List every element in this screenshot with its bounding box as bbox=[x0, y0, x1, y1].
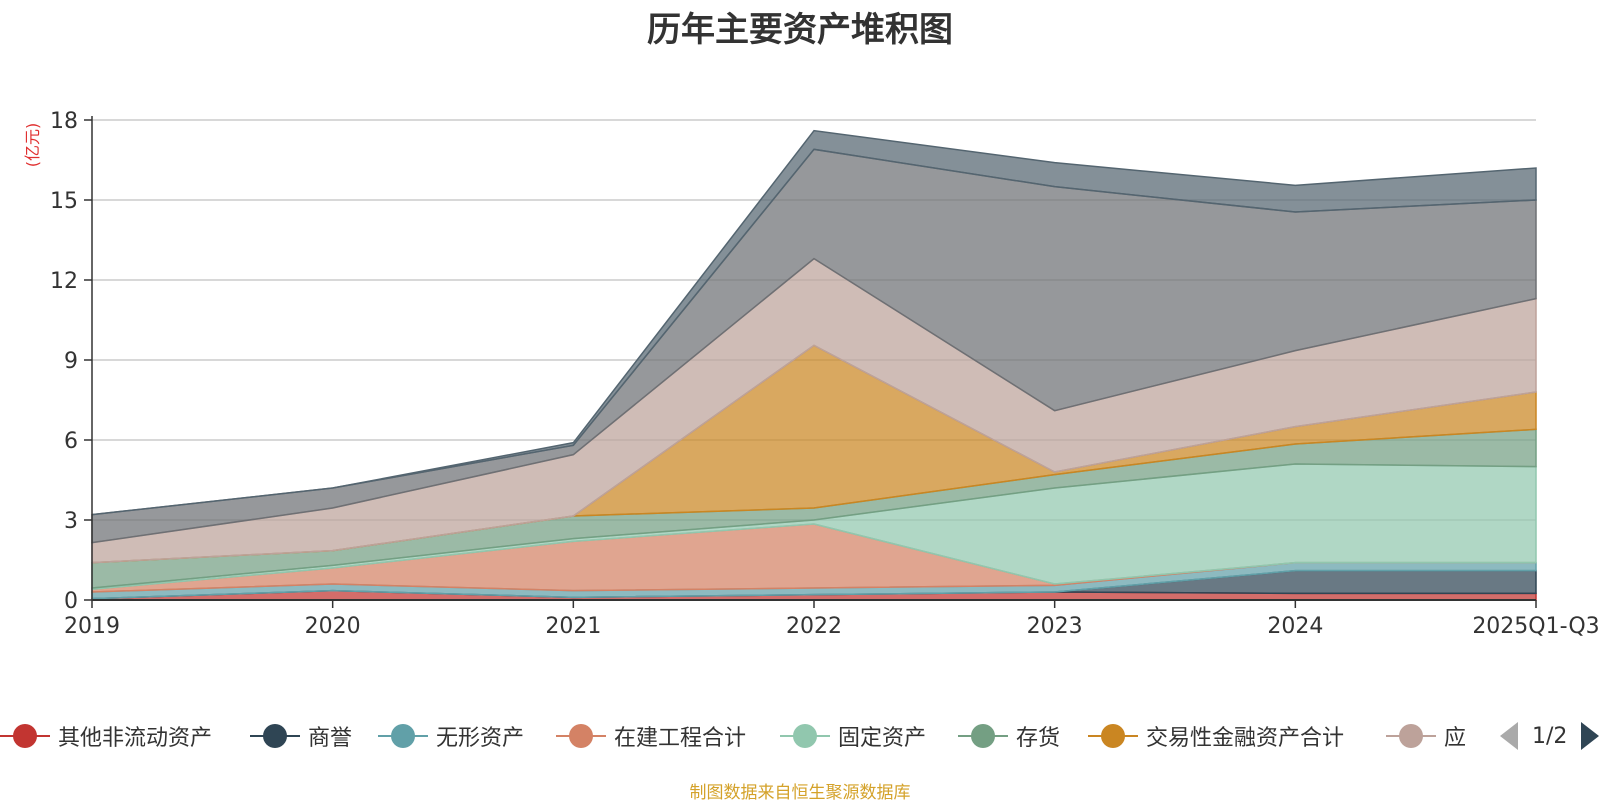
source-note: 制图数据来自恒生聚源数据库 bbox=[689, 783, 911, 803]
legend-items: 其他非流动资产 商誉 无形资产 在建工程合计 固定资产 存货 交易性金融资产合计 应收账款 bbox=[0, 718, 1466, 754]
legend-marker-icon bbox=[556, 718, 606, 754]
legend-item[interactable]: 交易性金融资产合计 bbox=[1088, 718, 1344, 754]
legend-pager: 1/2 bbox=[1500, 718, 1600, 754]
legend-label: 其他非流动资产 bbox=[58, 726, 213, 751]
legend: 其他非流动资产 商誉 无形资产 在建工程合计 固定资产 存货 交易性金融资产合计 应收账款 bbox=[0, 718, 1600, 754]
legend-label: 商誉 bbox=[308, 726, 353, 751]
legend-label: 在建工程合计 bbox=[614, 726, 747, 751]
legend-prev-page-icon[interactable] bbox=[1500, 722, 1518, 750]
x-tick-label: 2023 bbox=[1027, 614, 1083, 639]
legend-item[interactable]: 无形资产 bbox=[378, 718, 524, 754]
legend-item[interactable]: 固定资产 bbox=[780, 718, 926, 754]
y-tick-label: 0 bbox=[64, 589, 78, 614]
x-tick-label: 2021 bbox=[545, 614, 601, 639]
y-tick-label: 15 bbox=[50, 189, 78, 214]
x-tick-label: 2020 bbox=[305, 614, 361, 639]
legend-item[interactable]: 其他非流动资产 bbox=[0, 718, 212, 754]
legend-marker-icon bbox=[958, 718, 1008, 754]
y-tick-label: 6 bbox=[64, 429, 78, 454]
legend-item[interactable]: 商誉 bbox=[250, 718, 352, 754]
legend-label: 无形资产 bbox=[436, 726, 525, 751]
legend-next-page-icon[interactable] bbox=[1581, 722, 1600, 750]
legend-item[interactable]: 存货 bbox=[958, 718, 1060, 754]
legend-marker-icon bbox=[1088, 718, 1138, 754]
area-其他资产 bbox=[91, 129, 1537, 516]
x-tick-label: 2024 bbox=[1267, 614, 1323, 639]
legend-item[interactable]: 在建工程合计 bbox=[556, 718, 746, 754]
area-series bbox=[91, 129, 1537, 601]
legend-label: 应收账款 bbox=[1444, 726, 1466, 751]
legend-label: 固定资产 bbox=[838, 726, 927, 751]
legend-label: 交易性金融资产合计 bbox=[1146, 726, 1345, 751]
legend-page-indicator: 1/2 bbox=[1532, 723, 1568, 749]
y-axis-label: (亿元) bbox=[23, 123, 42, 168]
legend-marker-icon bbox=[378, 718, 428, 754]
x-tick-label: 2019 bbox=[64, 614, 120, 639]
x-tick-label: 2025Q1-Q3 bbox=[1472, 614, 1599, 639]
axes: 0 3 6 9 12 15 18 2019 2020 2021 2022 2023 2024 2025Q1… bbox=[50, 109, 1600, 639]
legend-item[interactable]: 应收账款 bbox=[1386, 718, 1466, 754]
x-tick-label: 2022 bbox=[786, 614, 842, 639]
chart-title: 历年主要资产堆积图 bbox=[647, 10, 953, 50]
legend-marker-icon bbox=[250, 718, 300, 754]
y-tick-label: 9 bbox=[64, 349, 78, 374]
legend-marker-icon bbox=[780, 718, 830, 754]
legend-marker-icon bbox=[0, 718, 50, 754]
y-tick-label: 3 bbox=[64, 509, 78, 534]
legend-marker-icon bbox=[1386, 718, 1436, 754]
y-tick-label: 12 bbox=[50, 269, 78, 294]
y-tick-label: 18 bbox=[50, 109, 78, 134]
legend-label: 存货 bbox=[1016, 726, 1061, 751]
